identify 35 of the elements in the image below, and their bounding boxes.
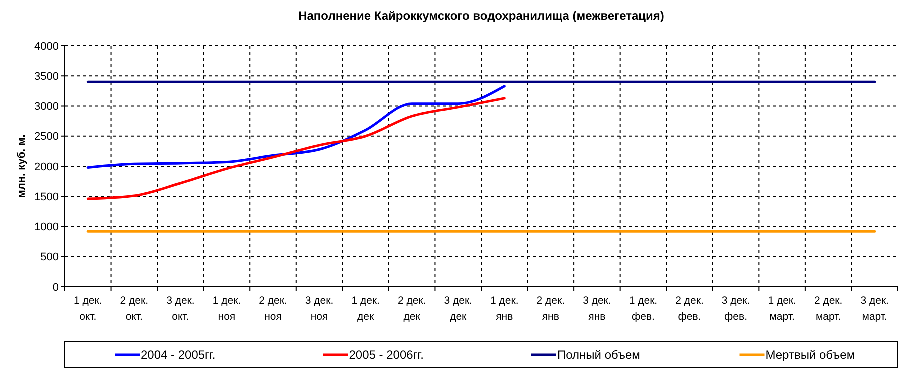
x-tick-label: 3 дек. ноя [305, 295, 334, 323]
legend-label: Полный объем [558, 348, 640, 362]
x-tick-label: 2 дек. окт. [120, 295, 149, 323]
x-tick-label: 1 дек. янв [490, 295, 519, 323]
x-tick-label: 3 дек. окт. [166, 295, 195, 323]
x-tick-label: 2 дек. фев. [676, 295, 704, 323]
x-tick-label: 2 дек. янв [536, 295, 566, 323]
y-tick-label: 3500 [34, 70, 59, 83]
y-axis-title: млн. куб. м. [16, 134, 28, 198]
chart-title: Наполнение Кайроккумского водохранилища (межвегетация) [298, 9, 664, 23]
x-tick-label: 2 дек. ноя [259, 295, 288, 323]
x-tick-label: 1 дек. ноя [212, 295, 242, 323]
y-tick-label: 0 [52, 282, 59, 294]
y-tick-label: 1500 [34, 191, 59, 204]
x-tick-label: 1 дек. март. [768, 295, 796, 323]
x-tick-label: 3 дек. март. [860, 295, 889, 323]
y-tick-label: 2500 [34, 131, 59, 144]
y-tick-label: 500 [40, 252, 59, 264]
x-tick-label: 1 дек. дек [352, 295, 380, 323]
x-tick-label: 1 дек. окт. [74, 295, 102, 323]
y-tick-label: 3000 [34, 101, 59, 114]
line-series [86, 97, 506, 200]
x-tick-label: 3 дек. фев. [722, 295, 750, 323]
legend-label: Мертвый объем [766, 348, 856, 362]
legend-label: 2005 - 2006гг. [349, 348, 424, 362]
y-tick-label: 4000 [34, 40, 59, 53]
line-series [86, 85, 506, 169]
legend-label: 2004 - 2005гг. [141, 348, 216, 362]
y-tick-label: 1000 [34, 222, 59, 234]
x-tick-label: 2 дек. март. [814, 295, 843, 323]
x-tick-label: 3 дек. янв [583, 295, 612, 323]
x-tick-label: 1 дек. фев. [629, 295, 658, 323]
x-tick-label: 2 дек. дек [398, 295, 426, 323]
x-tick-label: 3 дек. дек [444, 295, 472, 323]
y-tick-label: 2000 [34, 161, 59, 174]
